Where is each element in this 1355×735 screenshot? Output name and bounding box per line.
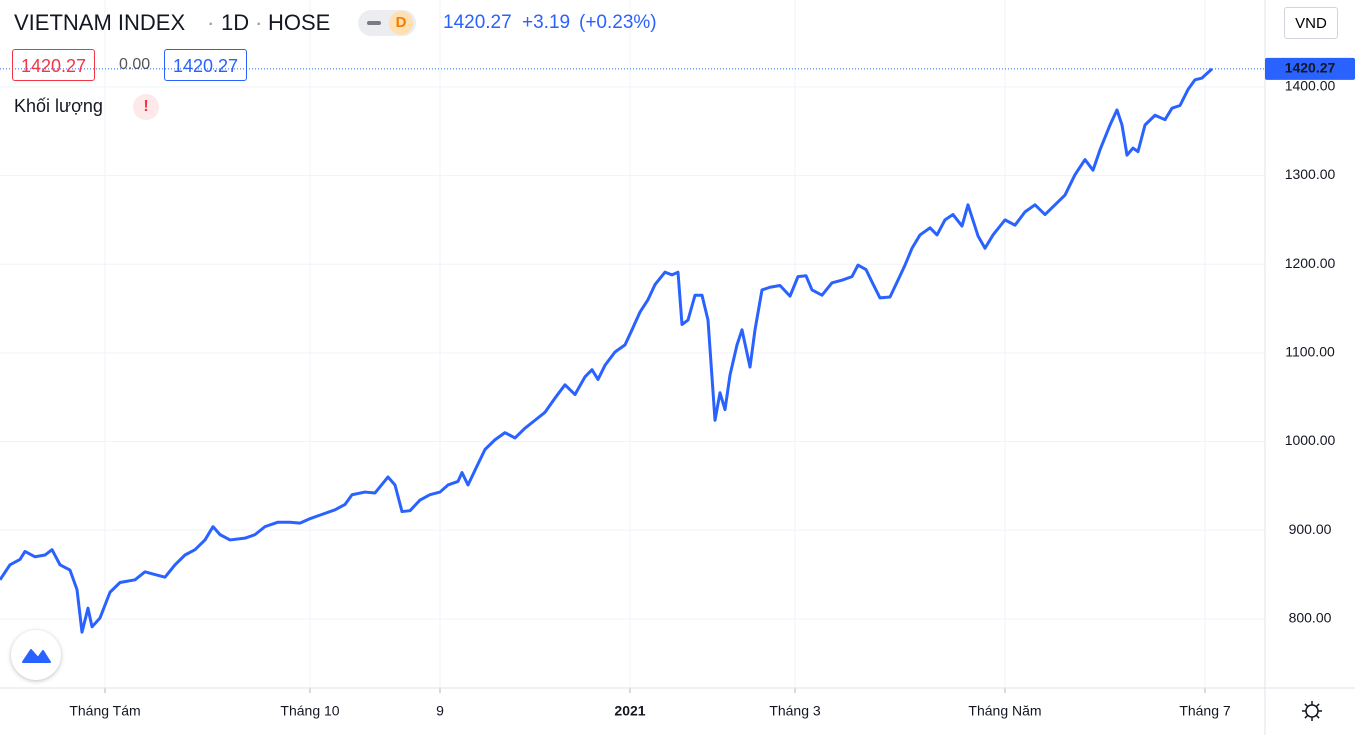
x-tick-label: Tháng Tám — [69, 703, 140, 719]
last-price: 1420.27 — [443, 12, 512, 33]
sep: · — [207, 10, 215, 35]
x-tick-label: Tháng Năm — [968, 703, 1041, 719]
status-pill: D — [358, 10, 416, 36]
x-tick-label: Tháng 3 — [769, 703, 821, 719]
x-tick-label: 2021 — [614, 703, 645, 719]
close-box: 1420.27 — [164, 49, 248, 81]
y-tick-label: 1200.00 — [1285, 255, 1336, 271]
logo[interactable] — [11, 630, 61, 680]
x-tick-label: Tháng 10 — [280, 703, 339, 719]
logo-icon — [22, 649, 51, 663]
diff: 0.00 — [119, 56, 151, 73]
dash — [367, 21, 381, 25]
x-tick-label: Tháng 7 — [1179, 703, 1231, 719]
logo-shape — [22, 649, 51, 663]
y-tick-label: 800.00 — [1289, 610, 1332, 626]
y-tick-label: 1100.00 — [1285, 344, 1335, 360]
gear-tooth — [1304, 703, 1309, 708]
change-pct: (+0.23%) — [579, 12, 657, 33]
settings-icon[interactable] — [1302, 701, 1322, 721]
gear-tooth — [1315, 714, 1320, 719]
alert[interactable]: ! — [133, 94, 159, 120]
x-tick-label: 9 — [436, 703, 444, 719]
y-tick-label: 1000.00 — [1285, 432, 1336, 448]
volume-label: Khối lượng — [14, 96, 103, 116]
price-line — [0, 67, 1214, 634]
currency[interactable]: VND — [1284, 7, 1338, 39]
sep: · — [255, 10, 263, 35]
gear-tooth — [1304, 714, 1309, 719]
y-tick-label: 1400.00 — [1285, 78, 1336, 94]
gear-tooth — [1315, 703, 1320, 708]
last-price-tag — [1265, 57, 1355, 80]
interval[interactable]: 1D — [221, 10, 250, 35]
open-box: 1420.27 — [12, 49, 96, 81]
mode: D — [389, 11, 413, 35]
symbol: VIETNAM INDEX — [14, 10, 186, 35]
last-price-tag-label: 1420.27 — [1285, 60, 1336, 76]
exchange: HOSE — [268, 10, 331, 35]
y-tick-label: 900.00 — [1289, 521, 1332, 537]
change: +3.19 — [522, 12, 571, 33]
y-tick-label: 1300.00 — [1285, 166, 1336, 182]
